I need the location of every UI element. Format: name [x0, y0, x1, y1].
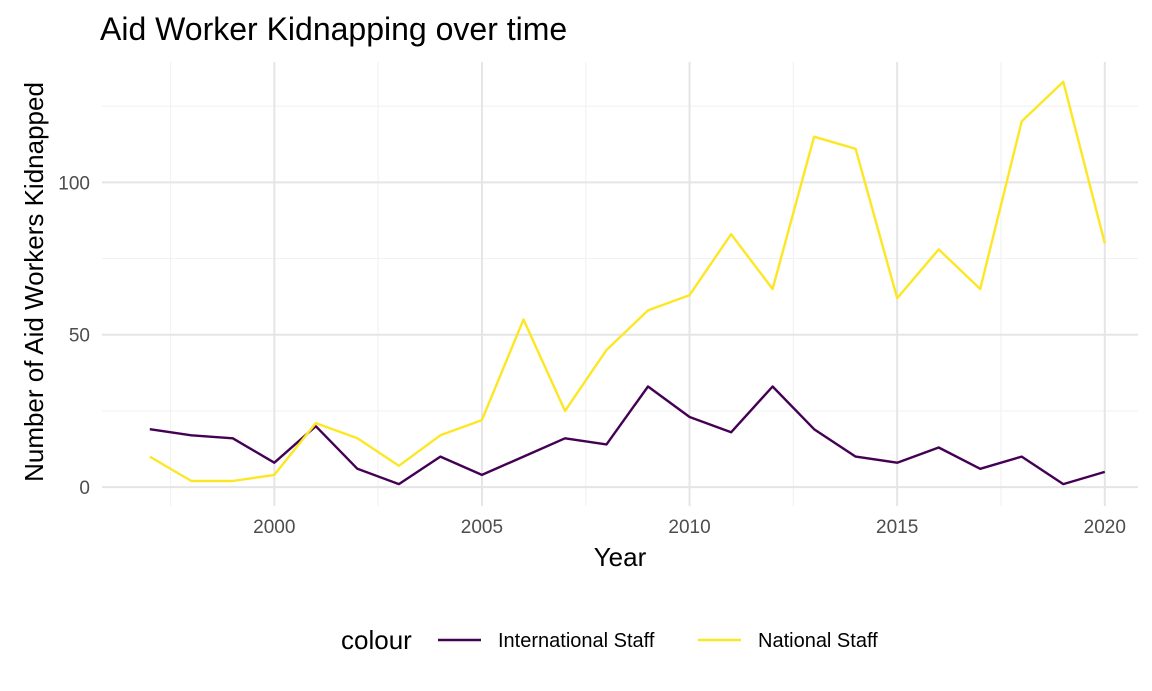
series-lines [149, 80, 1106, 486]
grid [102, 62, 1138, 506]
x-tick-label: 2020 [1084, 517, 1126, 538]
chart-title: Aid Worker Kidnapping over time [100, 11, 567, 47]
series-line-international-staff [149, 385, 1106, 486]
x-axis-title: Year [594, 542, 647, 572]
y-axis-ticks: 0 50 100 [58, 173, 90, 499]
x-tick-label: 2000 [253, 517, 295, 538]
x-axis-ticks: 2000 2005 2010 2015 2020 [253, 517, 1126, 538]
y-tick-label: 0 [79, 478, 90, 499]
legend-label: International Staff [498, 630, 655, 652]
series-line-national-staff [149, 80, 1106, 483]
legend-item: National Staff [698, 630, 878, 652]
legend: colour International Staff National Staff [341, 625, 878, 655]
y-tick-label: 50 [69, 326, 90, 347]
x-tick-label: 2010 [668, 517, 710, 538]
x-tick-label: 2015 [876, 517, 918, 538]
x-tick-label: 2005 [461, 517, 503, 538]
legend-title: colour [341, 625, 412, 655]
legend-label: National Staff [758, 630, 878, 652]
y-axis-title: Number of Aid Workers Kidnapped [19, 82, 49, 482]
y-tick-label: 100 [58, 173, 90, 194]
legend-item: International Staff [438, 630, 655, 652]
